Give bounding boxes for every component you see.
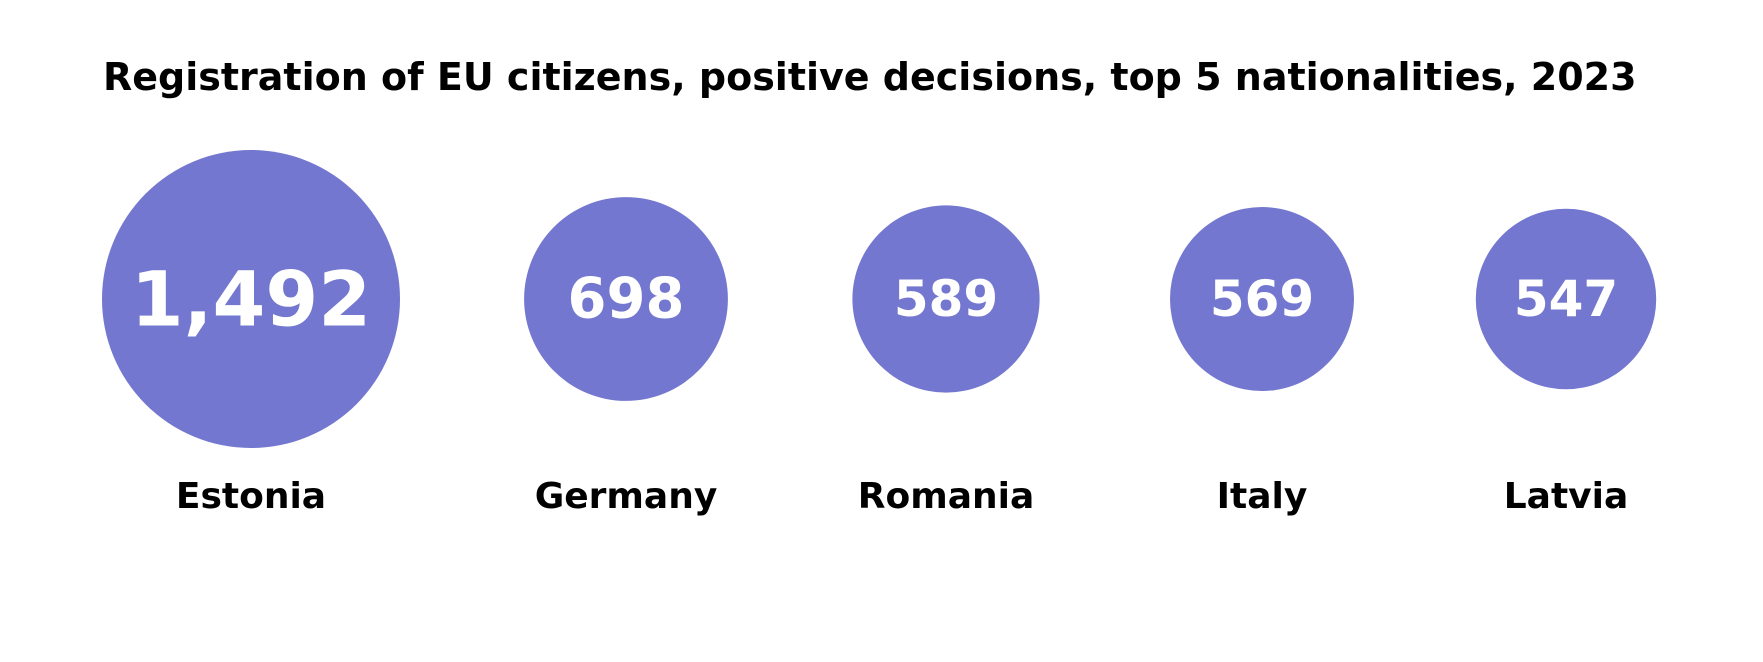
data-label-germany: 698 (568, 267, 685, 332)
bubble-group-germany: 698 Germany (524, 197, 728, 517)
bubble-romania (852, 205, 1040, 393)
category-label-estonia: Estonia (176, 476, 326, 517)
bubble-germany (524, 197, 728, 401)
data-label-italy: 569 (1210, 270, 1314, 328)
bubble-italy (1170, 207, 1354, 391)
category-label-romania: Romania (858, 476, 1035, 517)
category-label-latvia: Latvia (1504, 476, 1629, 517)
data-label-latvia: 547 (1514, 270, 1618, 328)
data-label-estonia: 1,492 (131, 255, 371, 344)
category-label-germany: Germany (535, 476, 718, 517)
category-label-italy: Italy (1217, 476, 1308, 517)
bubble-group-romania: 589 Romania (852, 205, 1040, 517)
chart-title: Registration of EU citizens, positive de… (103, 55, 1637, 99)
bubble-estonia (102, 150, 400, 448)
data-label-romania: 589 (894, 270, 998, 328)
bubble-group-italy: 569 Italy (1170, 207, 1354, 517)
bubble-group-latvia: 547 Latvia (1475, 208, 1657, 517)
bubble-latvia (1475, 208, 1657, 390)
bubble-group-estonia: 1,492 Estonia (102, 150, 400, 517)
